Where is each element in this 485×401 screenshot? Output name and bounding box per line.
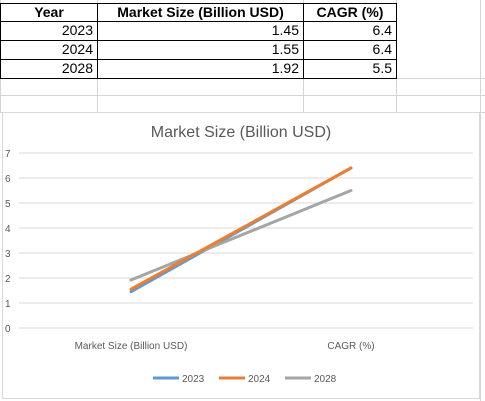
x-tick-label-1: CAGR (%) xyxy=(327,341,374,352)
y-tick-label-6: 6 xyxy=(5,174,11,185)
line-chart: Market Size (Billion USD) 0 1 2 3 4 5 6 7 Market… xyxy=(5,124,473,385)
cell-year-2028[interactable]: 2028 xyxy=(61,60,93,76)
cell-cagr-2023[interactable]: 6.4 xyxy=(372,22,392,38)
y-tick-label-2: 2 xyxy=(5,274,11,285)
legend-label-2023: 2023 xyxy=(182,374,205,385)
header-year[interactable]: Year xyxy=(34,4,64,20)
cell-market-size-2028[interactable]: 1.92 xyxy=(271,60,299,76)
y-tick-label-0: 0 xyxy=(5,324,11,335)
y-tick-label-5: 5 xyxy=(5,199,11,210)
y-tick-label-1: 1 xyxy=(5,299,11,310)
cell-year-2024[interactable]: 2024 xyxy=(61,41,93,57)
x-tick-label-0: Market Size (Billion USD) xyxy=(75,341,188,352)
legend-label-2028: 2028 xyxy=(314,374,337,385)
legend-label-2024: 2024 xyxy=(248,374,271,385)
chart-title: Market Size (Billion USD) xyxy=(151,124,331,141)
cell-market-size-2024[interactable]: 1.55 xyxy=(271,41,299,57)
y-tick-label-3: 3 xyxy=(5,249,11,260)
cell-year-2023[interactable]: 2023 xyxy=(61,22,93,38)
header-market-size[interactable]: Market Size (Billion USD) xyxy=(117,4,284,20)
series-line-2028 xyxy=(129,189,353,282)
y-tick-label-4: 4 xyxy=(5,224,11,235)
y-tick-label-7: 7 xyxy=(5,149,11,160)
cell-cagr-2028[interactable]: 5.5 xyxy=(372,60,392,76)
cell-market-size-2023[interactable]: 1.45 xyxy=(271,22,299,38)
series-line-2024 xyxy=(129,166,353,291)
chart-area[interactable]: Market Size (Billion USD) 0 1 2 3 4 5 6 7 Market… xyxy=(2,112,480,399)
cell-cagr-2024[interactable]: 6.4 xyxy=(372,41,392,57)
header-cagr[interactable]: CAGR (%) xyxy=(316,4,384,20)
